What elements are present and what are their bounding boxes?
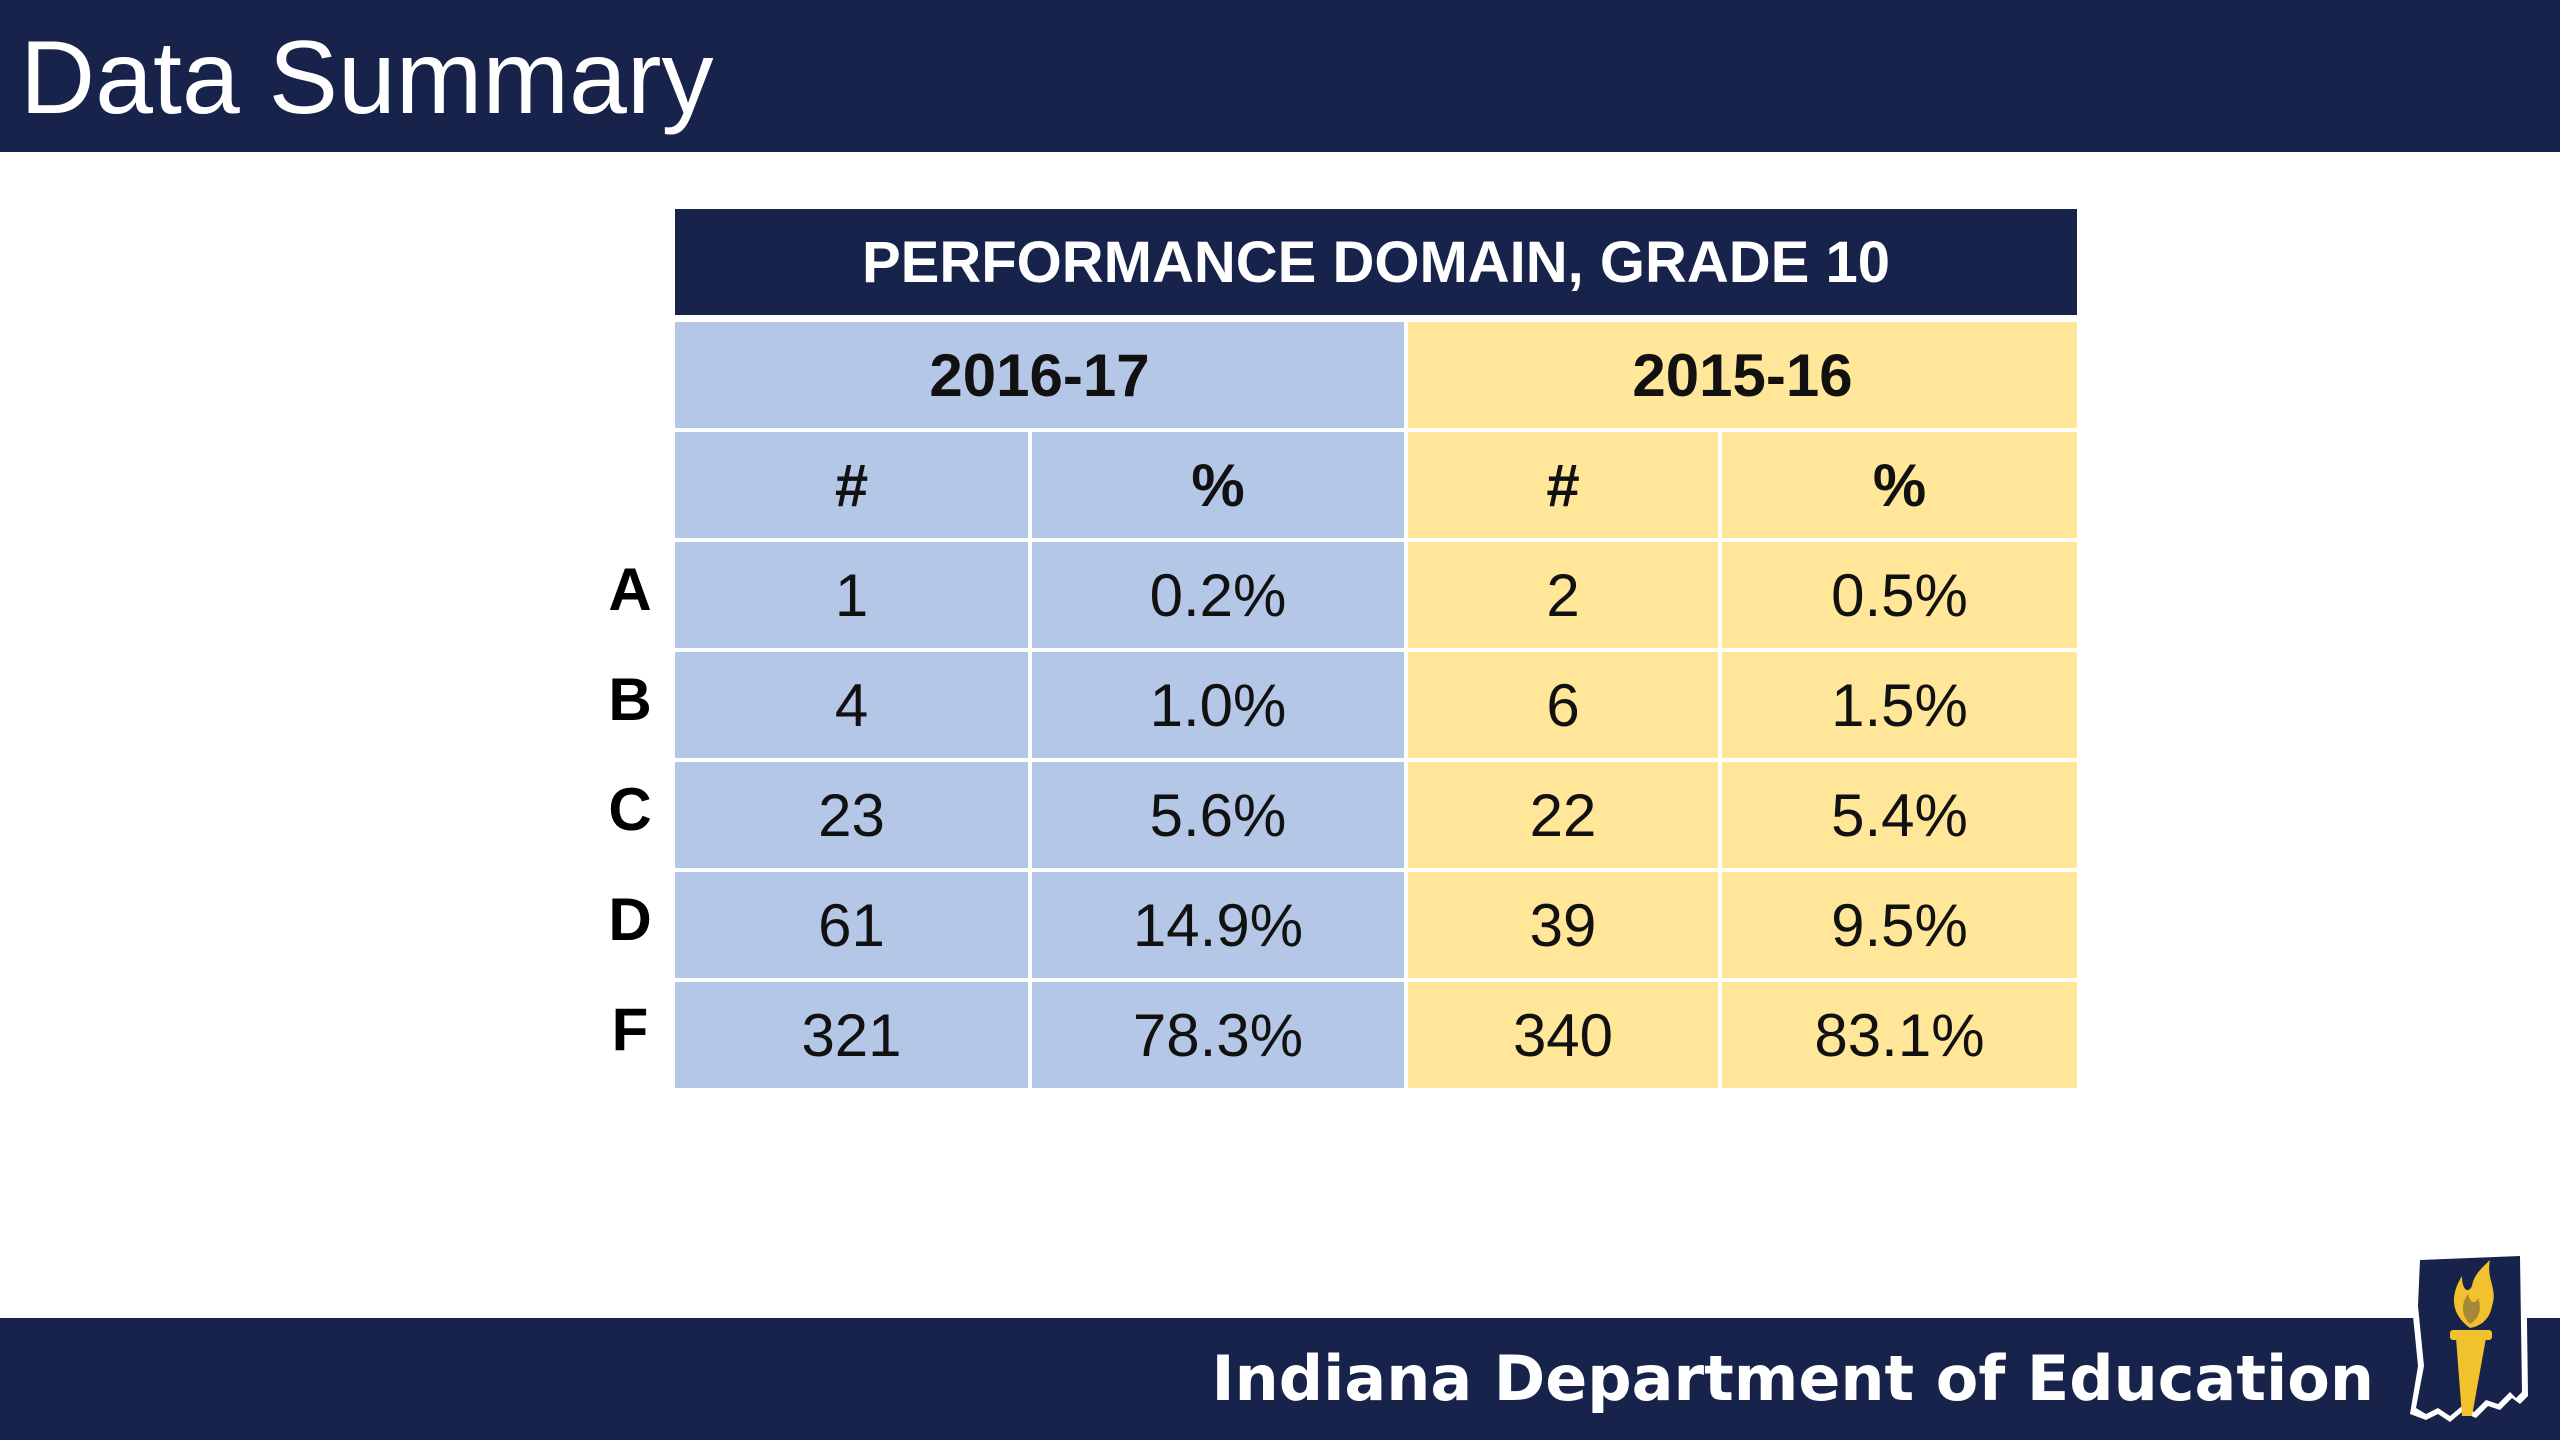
table-cell: 6	[1408, 652, 1718, 758]
col-header-count-2016-17: #	[675, 432, 1028, 538]
col-header-percent-2015-16: %	[1722, 432, 2077, 538]
table-cell: 0.5%	[1722, 542, 2077, 648]
table-cell: 0.2%	[1032, 542, 1404, 648]
table-title: PERFORMANCE DOMAIN, GRADE 10	[675, 209, 2077, 315]
table-cell: 39	[1408, 872, 1718, 978]
col-header-percent-2016-17: %	[1032, 432, 1404, 538]
table-cell: 5.4%	[1722, 762, 2077, 868]
table-cell: 9.5%	[1722, 872, 2077, 978]
row-label-c: C	[608, 775, 652, 843]
year-header-2015-16: 2015-16	[1408, 322, 2077, 428]
row-label-a: A	[608, 555, 652, 623]
indiana-torch-logo-icon	[2410, 1250, 2528, 1422]
table-cell: 83.1%	[1722, 982, 2077, 1088]
table-cell: 1.0%	[1032, 652, 1404, 758]
col-header-count-2015-16: #	[1408, 432, 1718, 538]
row-label-f: F	[611, 995, 649, 1063]
row-label-d: D	[608, 885, 652, 953]
table-cell: 1	[675, 542, 1028, 648]
table-cell: 61	[675, 872, 1028, 978]
row-label-b: B	[608, 665, 652, 733]
table-cell: 23	[675, 762, 1028, 868]
slide-title: Data Summary	[20, 20, 714, 136]
footer-org-name: Indiana Department of Education	[1211, 1342, 2374, 1415]
table-cell: 4	[675, 652, 1028, 758]
table-cell: 2	[1408, 542, 1718, 648]
table-cell: 340	[1408, 982, 1718, 1088]
table-cell: 1.5%	[1722, 652, 2077, 758]
table-cell: 321	[675, 982, 1028, 1088]
header-bar	[0, 0, 2560, 152]
table-cell: 22	[1408, 762, 1718, 868]
table-cell: 5.6%	[1032, 762, 1404, 868]
year-header-2016-17: 2016-17	[675, 322, 1404, 428]
table-cell: 78.3%	[1032, 982, 1404, 1088]
footer-bar	[0, 1318, 2560, 1440]
table-cell: 14.9%	[1032, 872, 1404, 978]
